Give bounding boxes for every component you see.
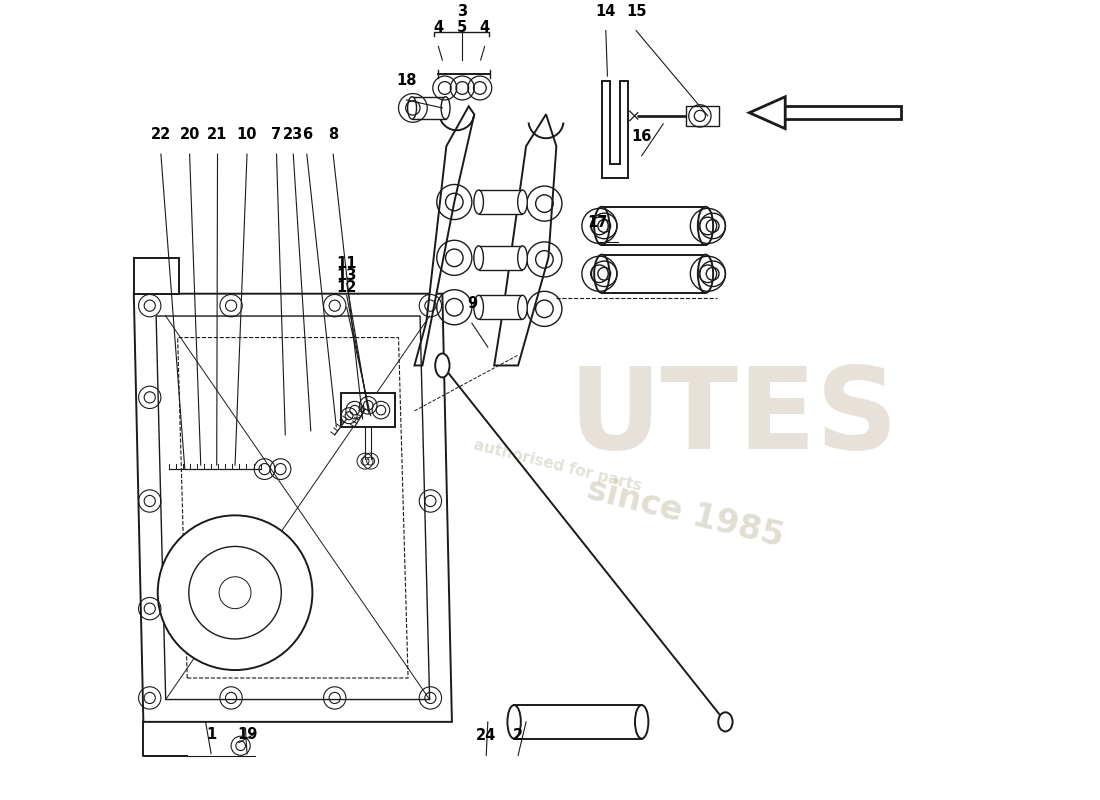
Bar xyxy=(478,295,522,319)
Text: 8: 8 xyxy=(328,127,339,142)
Bar xyxy=(602,206,705,245)
Ellipse shape xyxy=(718,712,733,731)
Ellipse shape xyxy=(474,295,483,319)
Text: 13: 13 xyxy=(337,268,356,283)
Text: 2: 2 xyxy=(513,728,524,743)
Text: 7: 7 xyxy=(272,127,282,142)
Text: 20: 20 xyxy=(179,127,200,142)
Ellipse shape xyxy=(474,190,483,214)
Ellipse shape xyxy=(594,254,609,293)
Ellipse shape xyxy=(436,354,450,378)
Text: 14: 14 xyxy=(595,4,616,18)
Text: since 1985: since 1985 xyxy=(584,473,788,554)
Text: 4: 4 xyxy=(433,19,443,34)
Ellipse shape xyxy=(507,705,520,738)
Ellipse shape xyxy=(518,190,527,214)
Text: 5: 5 xyxy=(458,19,468,34)
Bar xyxy=(685,106,719,126)
Text: 21: 21 xyxy=(207,127,228,142)
Circle shape xyxy=(157,515,312,670)
Bar xyxy=(478,190,522,214)
Polygon shape xyxy=(602,81,628,178)
Ellipse shape xyxy=(697,206,713,245)
Polygon shape xyxy=(134,294,452,722)
Text: 19: 19 xyxy=(236,726,257,742)
Polygon shape xyxy=(494,114,557,366)
Polygon shape xyxy=(749,97,785,129)
Text: 18: 18 xyxy=(396,73,417,88)
Ellipse shape xyxy=(518,295,527,319)
Text: 3: 3 xyxy=(458,4,468,18)
Polygon shape xyxy=(341,394,395,427)
Ellipse shape xyxy=(635,705,648,738)
Bar xyxy=(478,246,522,270)
Text: 24: 24 xyxy=(476,728,496,743)
Text: 17: 17 xyxy=(587,215,608,230)
Text: 15: 15 xyxy=(626,4,647,18)
Bar xyxy=(412,97,446,119)
Text: 22: 22 xyxy=(151,127,170,142)
Text: 10: 10 xyxy=(236,127,257,142)
Bar xyxy=(514,705,641,738)
Ellipse shape xyxy=(594,206,609,245)
Text: 11: 11 xyxy=(337,256,356,271)
Text: UTES: UTES xyxy=(569,362,899,473)
Polygon shape xyxy=(134,258,179,294)
Text: 4: 4 xyxy=(480,19,490,34)
Text: 9: 9 xyxy=(466,296,477,311)
Ellipse shape xyxy=(408,97,417,119)
Ellipse shape xyxy=(518,246,527,270)
Ellipse shape xyxy=(441,97,450,119)
Text: 16: 16 xyxy=(631,129,652,144)
Polygon shape xyxy=(415,106,474,366)
Text: authorised for parts: authorised for parts xyxy=(472,437,644,494)
Text: 23: 23 xyxy=(283,127,304,142)
Polygon shape xyxy=(781,106,901,119)
Text: 12: 12 xyxy=(337,280,356,295)
Bar xyxy=(602,254,705,293)
Text: 6: 6 xyxy=(301,127,312,142)
Text: 1: 1 xyxy=(206,726,217,742)
Ellipse shape xyxy=(697,254,713,293)
Ellipse shape xyxy=(474,246,483,270)
